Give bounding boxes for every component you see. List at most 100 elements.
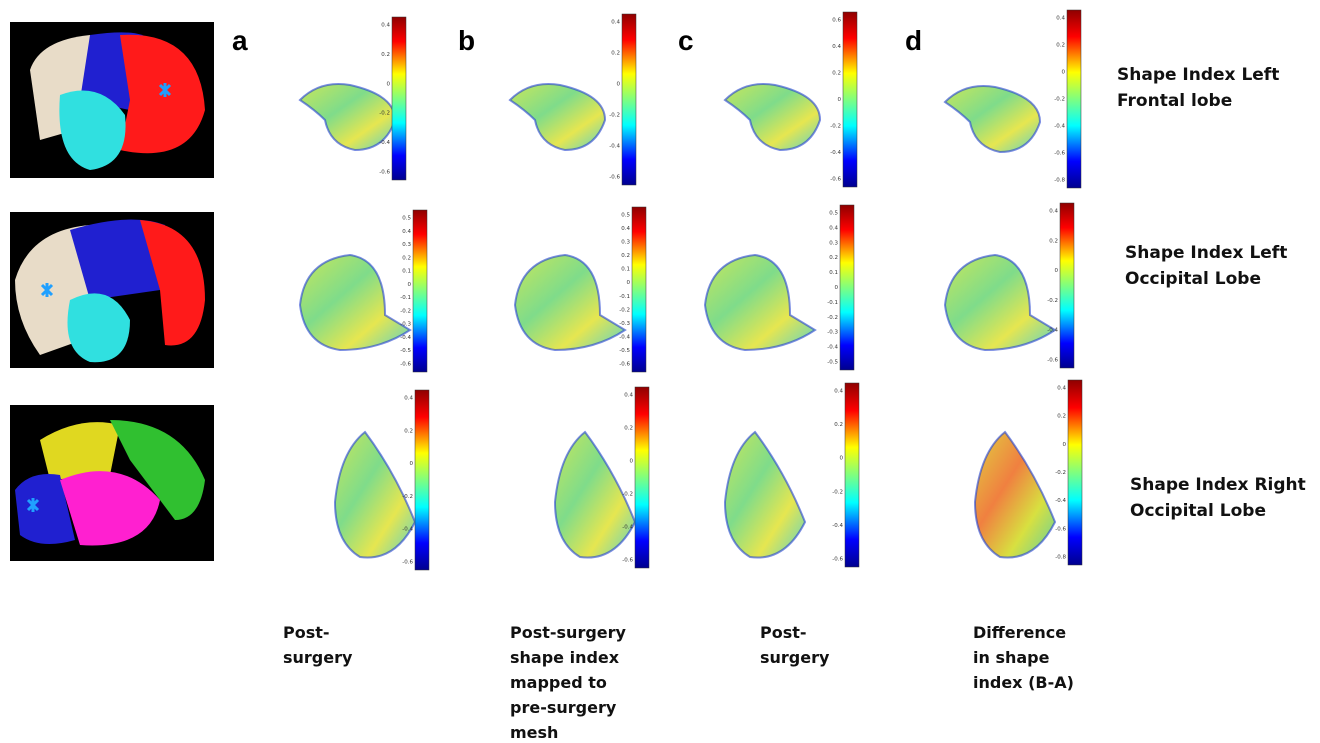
colorbar-tick-label: 0.4 [624, 393, 633, 399]
colorbar-tick-label: 0.1 [621, 267, 630, 273]
colorbar-tick-label: 0.4 [832, 44, 841, 50]
colorbar-tick-label: 0.4 [402, 229, 411, 235]
colorbar-tick-label: 0 [1063, 442, 1067, 448]
colorbar-tick-label: -0.4 [622, 525, 633, 531]
colorbar-tick-label: -0.3 [827, 330, 838, 336]
shape-index-mesh [298, 83, 397, 152]
colorbar-tick-label: -0.2 [1047, 298, 1058, 304]
colorbar-tick-label: 0.2 [611, 51, 620, 57]
shape-index-mesh [703, 253, 817, 352]
brain-image [10, 212, 214, 368]
colorbar-tick-label: 0 [840, 456, 844, 462]
colorbar [634, 386, 650, 569]
colorbar [842, 11, 858, 188]
colorbar-tick-label: -0.6 [619, 362, 630, 368]
colorbar-tick-label: 0 [835, 285, 839, 291]
colorbar-tick-label: 0 [630, 459, 634, 465]
colorbar-tick-label: 0.4 [1049, 209, 1058, 215]
colorbar-tick-label: -0.6 [1054, 151, 1065, 157]
colorbar-tick-label: -0.6 [1055, 526, 1066, 532]
shape-index-mesh [298, 253, 412, 352]
row-label: Shape Index Left [1117, 65, 1279, 85]
column-caption: Post- [760, 623, 807, 642]
colorbar-tick-label: 0.1 [829, 270, 838, 276]
column-caption: index (B-A) [973, 673, 1074, 692]
colorbar-tick-label: 0.2 [381, 52, 390, 58]
colorbar-tick-label: 0.4 [404, 396, 413, 402]
colorbar-tick-label: -0.1 [400, 295, 411, 301]
colorbar [631, 206, 647, 373]
shape-index-mesh [973, 430, 1057, 559]
colorbar-tick-label: -0.6 [402, 560, 413, 566]
colorbar-tick-label: 0.3 [829, 240, 838, 246]
colorbar-tick-label: -0.4 [1055, 498, 1066, 504]
colorbar-tick-label: 0 [408, 282, 412, 288]
row-label: Frontal lobe [1117, 91, 1232, 111]
colorbar-tick-label: -0.6 [622, 558, 633, 564]
colorbar-tick-label: -0.2 [400, 308, 411, 314]
colorbar-tick-label: -0.1 [619, 294, 630, 300]
shape-index-mesh [508, 83, 607, 152]
colorbar-tick-label: -0.2 [832, 489, 843, 495]
colorbar-tick-label: -0.8 [1054, 178, 1065, 184]
colorbar-tick-label: 0.5 [829, 211, 838, 217]
row-label: Shape Index Right [1130, 475, 1306, 495]
shape-index-mesh [943, 253, 1057, 352]
colorbar-tick-label: -0.4 [1054, 124, 1065, 130]
panel-letter: b [458, 25, 475, 56]
colorbar-tick-label: -0.5 [827, 360, 838, 366]
colorbar [839, 204, 855, 371]
colorbar-tick-label: 0.2 [829, 255, 838, 261]
colorbar-tick-label: 0.4 [1057, 386, 1066, 392]
column-caption: shape index [510, 648, 620, 667]
colorbar-tick-label: -0.2 [402, 494, 413, 500]
colorbar-tick-label: -0.4 [400, 335, 411, 341]
colorbar-tick-label: -0.4 [402, 527, 413, 533]
panel-letter: c [678, 25, 694, 56]
shape-index-mesh [943, 85, 1042, 154]
colorbar-tick-label: 0.4 [829, 225, 838, 231]
colorbar-tick-label: -0.6 [400, 362, 411, 368]
column-caption: surgery [283, 648, 353, 667]
colorbar-tick-label: 0.4 [621, 226, 630, 232]
colorbar-tick-label: 0.3 [621, 240, 630, 246]
colorbar-tick-label: 0.4 [381, 23, 390, 29]
colorbar-tick-label: -0.6 [832, 557, 843, 563]
colorbar [1067, 379, 1083, 566]
column-caption: in shape [973, 648, 1050, 667]
colorbar [1066, 9, 1082, 189]
colorbar-tick-label: 0.2 [832, 71, 841, 77]
row-label: Shape Index Left [1125, 243, 1287, 263]
colorbar-tick-label: 0.2 [624, 426, 633, 432]
colorbar-tick-label: -0.3 [619, 321, 630, 327]
colorbar [391, 16, 407, 181]
column-caption: surgery [760, 648, 830, 667]
colorbar-tick-label: 0.2 [402, 255, 411, 261]
colorbar-tick-label: -0.4 [609, 144, 620, 150]
colorbar-tick-label: -0.4 [832, 523, 843, 529]
colorbar [844, 382, 860, 568]
colorbar-tick-label: 0.2 [621, 253, 630, 259]
brain-image [10, 22, 214, 178]
colorbar-tick-label: -0.2 [622, 492, 633, 498]
column-caption: Difference [973, 623, 1066, 642]
colorbar-tick-label: 0.4 [611, 20, 620, 26]
colorbar-tick-label: -0.6 [609, 175, 620, 181]
colorbar-tick-label: 0.2 [834, 422, 843, 428]
colorbar-tick-label: -0.4 [827, 345, 838, 351]
colorbar-tick-label: -0.8 [1055, 555, 1066, 561]
brain-image [10, 405, 214, 561]
row-label: Occipital Lobe [1130, 501, 1266, 521]
column-caption: mesh [510, 723, 558, 742]
colorbar-tick-label: 0.2 [404, 428, 413, 434]
column-caption: Post- [283, 623, 330, 642]
panel-letter: d [905, 25, 922, 56]
column-caption: pre-surgery [510, 698, 617, 717]
shape-index-mesh [723, 83, 822, 152]
colorbar-tick-label: -0.4 [830, 150, 841, 156]
colorbar [1059, 202, 1075, 369]
colorbar-tick-label: 0.4 [1056, 16, 1065, 22]
colorbar-tick-label: -0.2 [830, 124, 841, 130]
colorbar-tick-label: 0 [1055, 268, 1059, 274]
